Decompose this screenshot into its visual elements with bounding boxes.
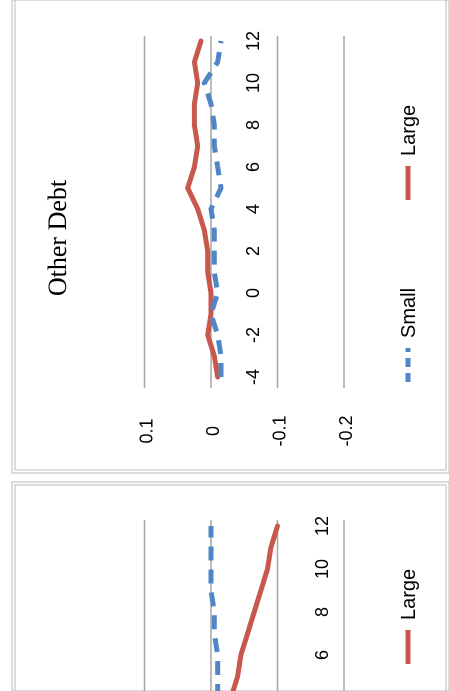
x-tick-label: 10 [312,559,332,579]
x-tick-label: 12 [312,516,332,536]
x-tick-label: 12 [243,31,263,51]
x-tick-label: 4 [243,204,263,214]
x-tick-label: 2 [243,246,263,256]
y-tick-label: 0 [203,426,223,436]
x-tick-label: -4 [243,369,263,385]
legend-label-large: Large [398,569,420,620]
x-tick-labels: -4 -2 0 2 4 6 8 10 12 [243,31,263,385]
x-tick-label: 6 [312,650,332,660]
top-panel-frame [11,0,449,474]
series-line-small [208,526,221,691]
legend-label-large: Large [398,105,420,156]
bottom-panel-frame [11,481,449,691]
top-panel-frame-inner [14,0,447,471]
series-line-large [185,38,221,380]
x-tick-label: -2 [243,327,263,343]
y-tick-labels: 0.1 0 -0.1 -0.2 [137,415,357,446]
x-tick-label: 0 [243,288,263,298]
legend-label-small: Small [398,288,420,338]
gridlines [143,520,345,691]
series-lines [185,38,224,380]
bottom-panel-frame-inner [14,484,447,691]
x-tick-labels: 6 8 10 12 [312,516,332,660]
x-tick-label: 10 [243,73,263,93]
x-tick-label: 8 [243,120,263,130]
panel-frames [11,0,449,691]
legend: Large [398,569,420,664]
y-tick-label: -0.1 [270,415,290,446]
y-tick-label: 0.1 [137,418,157,443]
legend: Small Large [398,105,420,382]
series-lines [208,523,280,691]
series-line-large [230,523,280,691]
chart-title: Other Debt [43,179,72,296]
x-tick-label: 8 [312,607,332,617]
x-tick-label: 6 [243,162,263,172]
y-tick-label: -0.2 [336,415,356,446]
series-line-small [201,40,224,377]
chart-other-debt: Other Debt 0.1 0 -0.1 -0.2 -4 -2 0 2 4 6 8 10 12 Sm… [43,31,420,447]
